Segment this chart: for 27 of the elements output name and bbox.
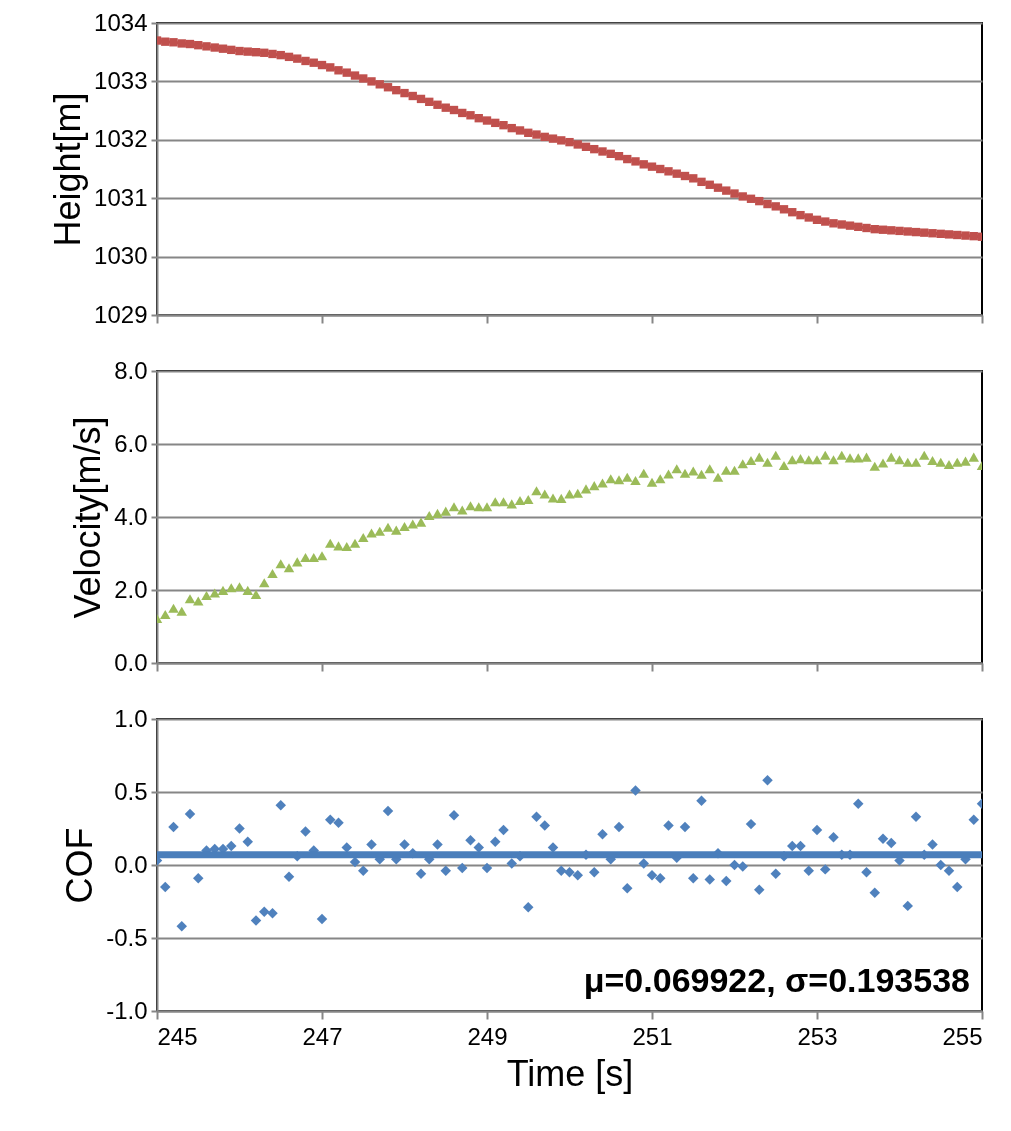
- y-tick-label: 1034: [94, 8, 148, 36]
- x-axis-title: Time [s]: [506, 1052, 634, 1094]
- y-tick-label: 8.0: [114, 356, 148, 384]
- x-tick-label: 253: [797, 1022, 838, 1050]
- y-axis-title: COF: [59, 827, 101, 904]
- x-tick-label: 249: [467, 1022, 508, 1050]
- y-tick-label: -1.0: [106, 996, 148, 1024]
- y-tick-label: 0.0: [114, 648, 148, 676]
- x-tick-label: 255: [942, 1022, 983, 1050]
- y-axis-title: Velocity[m/s]: [67, 416, 109, 619]
- y-tick-label: 1029: [94, 300, 148, 328]
- x-tick-label: 251: [632, 1022, 673, 1050]
- y-tick-label: 2.0: [114, 575, 148, 603]
- y-tick-label: 6.0: [114, 429, 148, 457]
- y-tick-label: 1031: [94, 183, 148, 211]
- y-tick-label: 0.5: [114, 777, 148, 805]
- x-tick-label: 245: [157, 1022, 198, 1050]
- y-tick-label: 1030: [94, 242, 148, 270]
- annotation: μ=0.069922, σ=0.193538: [583, 961, 970, 999]
- x-tick-label: 247: [302, 1022, 343, 1050]
- y-axis-title: Height[m]: [47, 92, 89, 247]
- y-tick-label: -0.5: [106, 923, 148, 951]
- y-tick-label: 1.0: [114, 704, 148, 732]
- y-tick-label: 1033: [94, 66, 148, 94]
- y-tick-label: 1032: [94, 125, 148, 153]
- y-tick-label: 0.0: [114, 850, 148, 878]
- y-tick-label: 4.0: [114, 502, 148, 530]
